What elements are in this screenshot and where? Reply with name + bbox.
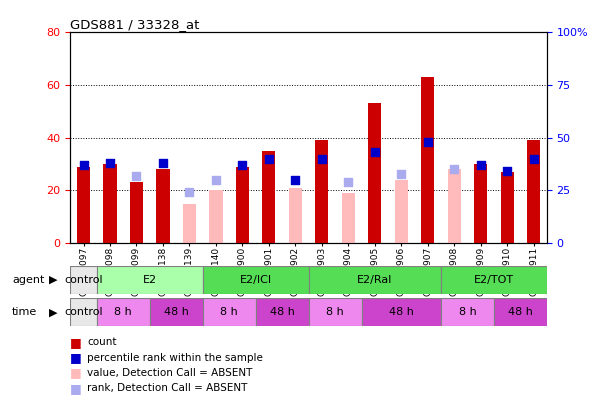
- Point: [317, 156, 327, 162]
- Bar: [150, 298, 203, 326]
- Bar: [447, 169, 461, 243]
- Bar: [97, 298, 150, 326]
- Text: ▶: ▶: [49, 275, 57, 285]
- Bar: [527, 140, 540, 243]
- Point: [211, 177, 221, 183]
- Text: 8 h: 8 h: [114, 307, 132, 317]
- Bar: [368, 104, 381, 243]
- Bar: [77, 167, 90, 243]
- Bar: [262, 151, 276, 243]
- Point: [449, 166, 459, 173]
- Text: 48 h: 48 h: [269, 307, 295, 317]
- Bar: [441, 298, 494, 326]
- Point: [158, 160, 168, 166]
- Point: [264, 156, 274, 162]
- Point: [529, 156, 538, 162]
- Point: [105, 160, 115, 166]
- Bar: [421, 77, 434, 243]
- Bar: [315, 140, 329, 243]
- Point: [131, 173, 141, 179]
- Bar: [156, 169, 170, 243]
- Bar: [209, 190, 222, 243]
- Bar: [395, 180, 408, 243]
- Bar: [289, 188, 302, 243]
- Text: 8 h: 8 h: [220, 307, 238, 317]
- Bar: [494, 298, 547, 326]
- Point: [343, 179, 353, 185]
- Bar: [203, 266, 309, 294]
- Text: ■: ■: [70, 351, 82, 364]
- Text: 48 h: 48 h: [389, 307, 414, 317]
- Point: [397, 170, 406, 177]
- Text: value, Detection Call = ABSENT: value, Detection Call = ABSENT: [87, 368, 253, 378]
- Text: ■: ■: [70, 382, 82, 395]
- Bar: [309, 266, 441, 294]
- Bar: [474, 164, 488, 243]
- Point: [185, 189, 194, 196]
- Bar: [97, 266, 203, 294]
- Text: count: count: [87, 337, 117, 347]
- Text: rank, Detection Call = ABSENT: rank, Detection Call = ABSENT: [87, 384, 247, 393]
- Bar: [203, 298, 255, 326]
- Text: agent: agent: [12, 275, 45, 285]
- Point: [238, 162, 247, 168]
- Bar: [342, 193, 355, 243]
- Text: time: time: [12, 307, 37, 317]
- Text: E2/TOT: E2/TOT: [474, 275, 514, 285]
- Text: ■: ■: [70, 336, 82, 349]
- Text: ■: ■: [70, 367, 82, 379]
- Point: [79, 162, 89, 168]
- Text: control: control: [64, 307, 103, 317]
- Point: [502, 168, 512, 175]
- Text: 8 h: 8 h: [326, 307, 344, 317]
- Bar: [183, 203, 196, 243]
- Bar: [130, 182, 143, 243]
- Text: E2/Ral: E2/Ral: [357, 275, 392, 285]
- Point: [476, 162, 486, 168]
- Text: 8 h: 8 h: [458, 307, 477, 317]
- Text: ▶: ▶: [49, 307, 57, 317]
- Bar: [103, 164, 117, 243]
- Bar: [70, 266, 97, 294]
- Bar: [441, 266, 547, 294]
- Text: percentile rank within the sample: percentile rank within the sample: [87, 353, 263, 362]
- Text: 48 h: 48 h: [508, 307, 533, 317]
- Point: [370, 149, 379, 156]
- Text: E2/ICI: E2/ICI: [240, 275, 272, 285]
- Text: 48 h: 48 h: [164, 307, 189, 317]
- Point: [423, 139, 433, 145]
- Bar: [500, 172, 514, 243]
- Point: [290, 177, 300, 183]
- Text: E2: E2: [142, 275, 157, 285]
- Bar: [362, 298, 441, 326]
- Bar: [236, 167, 249, 243]
- Bar: [309, 298, 362, 326]
- Text: control: control: [64, 275, 103, 285]
- Bar: [255, 298, 309, 326]
- Text: GDS881 / 33328_at: GDS881 / 33328_at: [70, 18, 200, 31]
- Bar: [70, 298, 97, 326]
